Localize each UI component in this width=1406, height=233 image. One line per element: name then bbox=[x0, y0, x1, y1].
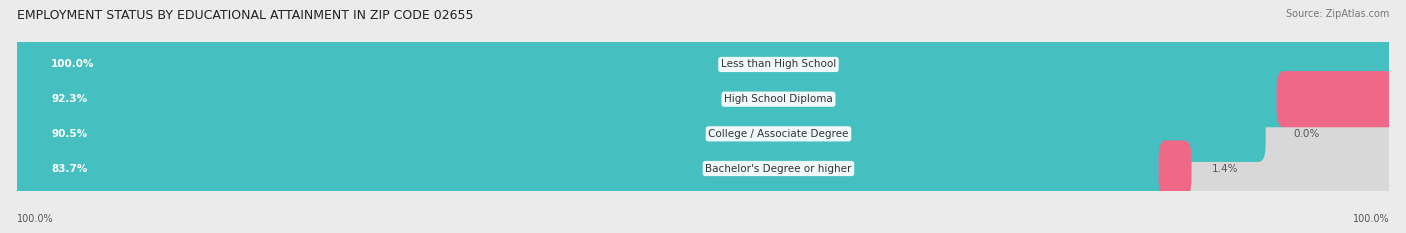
Text: EMPLOYMENT STATUS BY EDUCATIONAL ATTAINMENT IN ZIP CODE 02655: EMPLOYMENT STATUS BY EDUCATIONAL ATTAINM… bbox=[17, 9, 474, 22]
FancyBboxPatch shape bbox=[10, 36, 1396, 93]
Text: 83.7%: 83.7% bbox=[51, 164, 87, 174]
FancyBboxPatch shape bbox=[10, 71, 1396, 127]
Text: 100.0%: 100.0% bbox=[1353, 214, 1389, 224]
FancyBboxPatch shape bbox=[10, 36, 1396, 93]
FancyBboxPatch shape bbox=[10, 106, 1396, 162]
FancyBboxPatch shape bbox=[10, 106, 1265, 162]
FancyBboxPatch shape bbox=[10, 140, 1173, 197]
Text: Less than High School: Less than High School bbox=[721, 59, 837, 69]
Text: College / Associate Degree: College / Associate Degree bbox=[709, 129, 849, 139]
FancyBboxPatch shape bbox=[1159, 140, 1191, 197]
FancyBboxPatch shape bbox=[10, 71, 1291, 127]
Text: Source: ZipAtlas.com: Source: ZipAtlas.com bbox=[1285, 9, 1389, 19]
Text: 100.0%: 100.0% bbox=[17, 214, 53, 224]
Text: 0.0%: 0.0% bbox=[1294, 129, 1319, 139]
FancyBboxPatch shape bbox=[1277, 71, 1406, 127]
Text: 1.4%: 1.4% bbox=[1212, 164, 1239, 174]
Text: High School Diploma: High School Diploma bbox=[724, 94, 832, 104]
Text: 90.5%: 90.5% bbox=[51, 129, 87, 139]
Text: 100.0%: 100.0% bbox=[51, 59, 94, 69]
Text: 92.3%: 92.3% bbox=[51, 94, 87, 104]
Text: Bachelor's Degree or higher: Bachelor's Degree or higher bbox=[706, 164, 852, 174]
FancyBboxPatch shape bbox=[10, 140, 1396, 197]
